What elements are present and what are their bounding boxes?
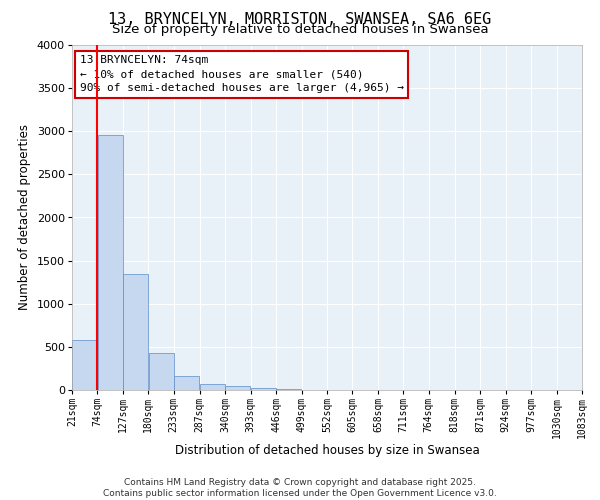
- X-axis label: Distribution of detached houses by size in Swansea: Distribution of detached houses by size …: [175, 444, 479, 456]
- Bar: [72, 340, 97, 390]
- Text: Size of property relative to detached houses in Swansea: Size of property relative to detached ho…: [112, 22, 488, 36]
- Text: 13, BRYNCELYN, MORRISTON, SWANSEA, SA6 6EG: 13, BRYNCELYN, MORRISTON, SWANSEA, SA6 6…: [109, 12, 491, 28]
- Bar: [277, 389, 301, 390]
- Text: 13 BRYNCELYN: 74sqm
← 10% of detached houses are smaller (540)
90% of semi-detac: 13 BRYNCELYN: 74sqm ← 10% of detached ho…: [80, 56, 404, 94]
- Bar: [174, 376, 199, 390]
- Bar: [123, 274, 148, 390]
- Bar: [200, 384, 225, 390]
- Text: Contains HM Land Registry data © Crown copyright and database right 2025.
Contai: Contains HM Land Registry data © Crown c…: [103, 478, 497, 498]
- Bar: [149, 353, 173, 390]
- Bar: [98, 134, 122, 390]
- Bar: [226, 386, 250, 390]
- Bar: [251, 388, 276, 390]
- Y-axis label: Number of detached properties: Number of detached properties: [19, 124, 31, 310]
